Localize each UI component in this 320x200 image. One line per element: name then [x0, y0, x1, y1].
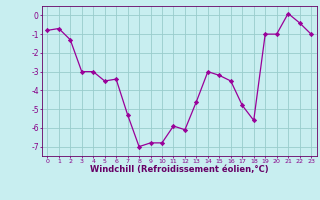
X-axis label: Windchill (Refroidissement éolien,°C): Windchill (Refroidissement éolien,°C): [90, 165, 268, 174]
